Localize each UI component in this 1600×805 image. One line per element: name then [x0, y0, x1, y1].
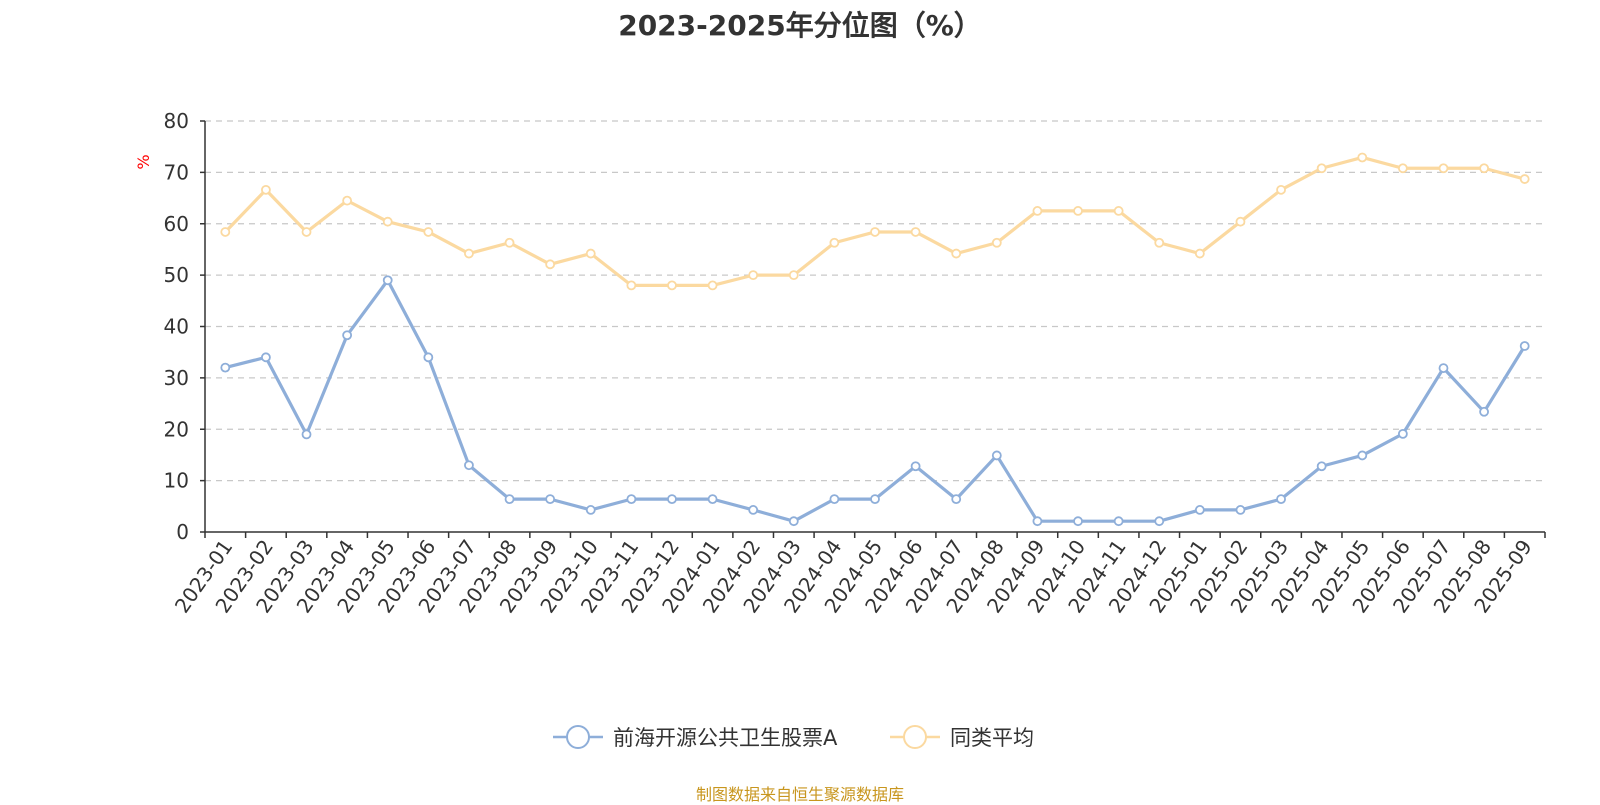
data-point [951, 248, 962, 259]
data-point [1113, 206, 1124, 216]
y-tick-label: 10 [164, 469, 189, 493]
data-point [423, 352, 434, 363]
data-point [1397, 428, 1408, 439]
data-point [1235, 505, 1246, 515]
data-point [951, 494, 962, 505]
y-tick-label: 30 [164, 366, 189, 390]
y-tick-label: 20 [164, 417, 189, 441]
data-point [382, 275, 393, 286]
data-point [788, 270, 799, 281]
data-point [626, 494, 637, 505]
data-point [1073, 206, 1083, 216]
data-point [1357, 450, 1368, 461]
data-point [870, 494, 880, 505]
data-point [1154, 237, 1165, 248]
data-point [1194, 248, 1205, 259]
series-line-1 [224, 278, 1527, 523]
data-point [1154, 516, 1165, 527]
data-point [667, 494, 677, 505]
data-point [301, 429, 312, 440]
data-point [910, 461, 921, 472]
data-point [626, 280, 637, 291]
y-tick-label: 70 [164, 160, 189, 184]
data-point [423, 227, 434, 237]
data-point [829, 237, 840, 248]
data-point [342, 330, 353, 341]
data-point [1357, 152, 1368, 163]
data-point [1438, 363, 1449, 374]
y-tick-label: 80 [164, 109, 189, 133]
data-point [910, 227, 921, 237]
series-line-2 [224, 155, 1526, 287]
data-point [1032, 516, 1043, 527]
data-point [707, 280, 718, 291]
data-point [382, 216, 393, 227]
data-point [261, 184, 271, 195]
data-point [829, 494, 840, 505]
data-point [504, 494, 515, 505]
data-point [1438, 163, 1449, 174]
data-point [220, 362, 231, 373]
data-point [1113, 516, 1124, 527]
data-point [1276, 184, 1286, 195]
data-point [464, 248, 474, 259]
legend-series1-label: 前海开源公共卫生股票A [613, 726, 838, 750]
data-point [504, 237, 515, 248]
data-point [545, 494, 556, 505]
data-point [870, 227, 880, 237]
data-point [788, 516, 799, 527]
data-point [667, 280, 677, 291]
data-point [748, 505, 759, 515]
y-tick-label: 50 [164, 263, 189, 287]
data-point [342, 195, 353, 206]
data-point [1316, 163, 1327, 174]
data-point [1519, 341, 1530, 351]
data-point [1479, 406, 1489, 417]
data-point [545, 259, 556, 270]
data-point [1479, 163, 1489, 174]
data-point [1235, 216, 1246, 227]
data-point [301, 227, 312, 237]
data-point [1276, 494, 1286, 505]
data-point [748, 270, 759, 281]
data-point [464, 460, 474, 471]
chart-title: 2023-2025年分位图（%） [618, 9, 982, 42]
data-point [585, 248, 596, 259]
y-tick-label: 40 [164, 315, 189, 339]
data-point [707, 494, 718, 505]
data-point [1032, 206, 1043, 216]
data-point [1316, 461, 1327, 472]
y-axis-label: % [134, 154, 153, 169]
y-tick-label: 0 [176, 520, 189, 544]
y-tick-label: 60 [164, 212, 189, 236]
source-note: 制图数据来自恒生聚源数据库 [695, 785, 904, 804]
legend-series2-marker [903, 725, 927, 749]
data-point [991, 237, 1002, 248]
data-point [1397, 163, 1408, 174]
data-point [1519, 174, 1530, 184]
data-point [1194, 505, 1205, 515]
data-point [1073, 516, 1083, 527]
legend-series1-marker [566, 725, 590, 749]
legend-series2-label: 同类平均 [950, 726, 1034, 750]
data-point [991, 450, 1002, 461]
data-point [585, 505, 596, 515]
data-point [261, 352, 271, 363]
data-point [220, 227, 231, 237]
